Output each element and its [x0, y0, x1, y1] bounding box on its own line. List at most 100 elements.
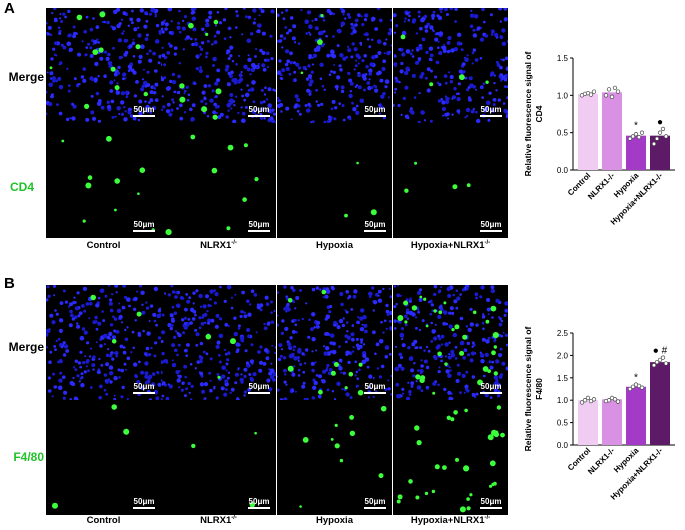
bar [578, 400, 598, 445]
y-tick-label: 0.0 [557, 441, 569, 450]
row-label-merge-a: Merge [8, 70, 44, 84]
data-point [657, 357, 663, 363]
scale-bar: 50μm [133, 497, 155, 509]
y-axis-label: Relative fluorescence signal ofCD4 [523, 51, 544, 176]
scale-bar: 50μm [248, 382, 270, 394]
green-channel-image-a-1: 50μm [46, 123, 161, 238]
merge-image-b-1: 50μm [46, 285, 161, 400]
data-point [612, 85, 618, 91]
scale-bar: 50μm [133, 382, 155, 394]
merge-image-b-3: 50μm [277, 285, 392, 400]
data-point [606, 87, 612, 92]
bar [602, 399, 622, 445]
scale-bar: 50μm [480, 105, 502, 117]
data-point [633, 132, 639, 137]
green-channel-image-b-2: 50μm [161, 400, 276, 515]
green-channel-image-b-3: 50μm [277, 400, 392, 515]
x-tick-label: NLRX1-/- [586, 171, 616, 201]
data-point [639, 385, 645, 390]
merge-image-b-4: 50μm [393, 285, 508, 400]
row-label-merge-b: Merge [8, 340, 44, 354]
data-point [657, 130, 663, 135]
y-tick-label: 0.5 [557, 419, 569, 428]
y-tick-label: 2.5 [557, 329, 569, 338]
cd4-bar-chart: Relative fluorescence signal ofCD4 0.0 0.5… [523, 51, 675, 227]
bar [626, 135, 646, 170]
data-point [615, 89, 621, 94]
scale-bar: 50μm [364, 220, 386, 232]
column-caption: Hypoxia+NLRX1-/- [410, 515, 491, 527]
green-channel-image-b-1: 50μm [46, 400, 161, 515]
f480-bar-chart: Relative fluorescence signal ofF4/80 0.0 0… [523, 326, 675, 502]
merge-image-b-2: 50μm [161, 285, 276, 400]
significance-mark: * [634, 373, 638, 384]
column-caption: Hypoxia [316, 240, 353, 251]
data-point [654, 359, 660, 365]
data-point [615, 399, 621, 404]
column-caption: NLRX1-/- [200, 515, 237, 527]
scale-bar: 50μm [480, 497, 502, 509]
scale-bar: 50μm [248, 220, 270, 232]
green-channel-image-a-3: 50μm [277, 123, 392, 238]
bar [650, 362, 670, 445]
data-point [588, 92, 594, 97]
data-point [588, 398, 594, 404]
significance-mark: ● [657, 117, 663, 128]
data-point [582, 398, 588, 403]
data-point [663, 134, 669, 139]
column-caption: Hypoxia [316, 515, 353, 526]
row-label-f480: F4/80 [13, 450, 44, 464]
y-tick-label: 2.0 [557, 351, 569, 360]
scale-bar: 50μm [480, 220, 502, 232]
data-point [660, 126, 666, 132]
merge-image-a-1: 50μm [46, 8, 161, 123]
column-caption: NLRX1-/- [200, 240, 237, 252]
x-tick-label: NLRX1-/- [586, 446, 616, 476]
y-tick-label: 0.5 [557, 129, 569, 138]
green-channel-image-a-4: 50μm [393, 123, 508, 238]
column-caption: Hypoxia+NLRX1-/- [410, 240, 491, 252]
data-point [663, 361, 669, 366]
data-point [630, 384, 636, 389]
panel-label-a: A [4, 0, 15, 17]
row-label-cd4: CD4 [9, 180, 34, 194]
significance-mark: ● # [653, 346, 668, 357]
data-point [627, 136, 633, 141]
data-point [630, 134, 636, 139]
scale-bar: 50μm [364, 382, 386, 394]
data-point [654, 136, 660, 141]
data-point [606, 398, 612, 403]
y-tick-label: 1.5 [557, 374, 569, 383]
data-point [636, 383, 642, 389]
data-point [609, 94, 615, 99]
scale-bar: 50μm [364, 497, 386, 509]
data-point [636, 134, 642, 140]
data-point [579, 400, 585, 405]
data-point [660, 355, 666, 360]
bar [626, 386, 646, 445]
scale-bar: 50μm [248, 497, 270, 509]
data-point [612, 397, 618, 402]
data-point [591, 89, 597, 94]
column-caption: Control [86, 515, 121, 526]
data-point [639, 130, 645, 135]
y-tick-label: 1.0 [557, 91, 569, 100]
merge-image-a-4: 50μm [393, 8, 508, 123]
green-channel-image-a-2: 50μm [161, 123, 276, 238]
merge-image-a-3: 50μm [277, 8, 392, 123]
data-point [651, 141, 657, 147]
y-tick-label: 1.5 [557, 54, 569, 63]
bar [578, 93, 598, 170]
data-point [603, 93, 609, 98]
y-tick-label: 1.0 [557, 396, 569, 405]
scale-bar: 50μm [480, 382, 502, 394]
bar [602, 92, 622, 170]
significance-mark: * [634, 121, 638, 132]
y-tick-label: 0.0 [557, 166, 569, 175]
bar [650, 135, 670, 170]
column-caption: Control [86, 240, 121, 251]
panel-label-b: B [4, 275, 15, 292]
scale-bar: 50μm [364, 105, 386, 117]
data-point [627, 386, 633, 392]
merge-image-a-2: 50μm [161, 8, 276, 123]
